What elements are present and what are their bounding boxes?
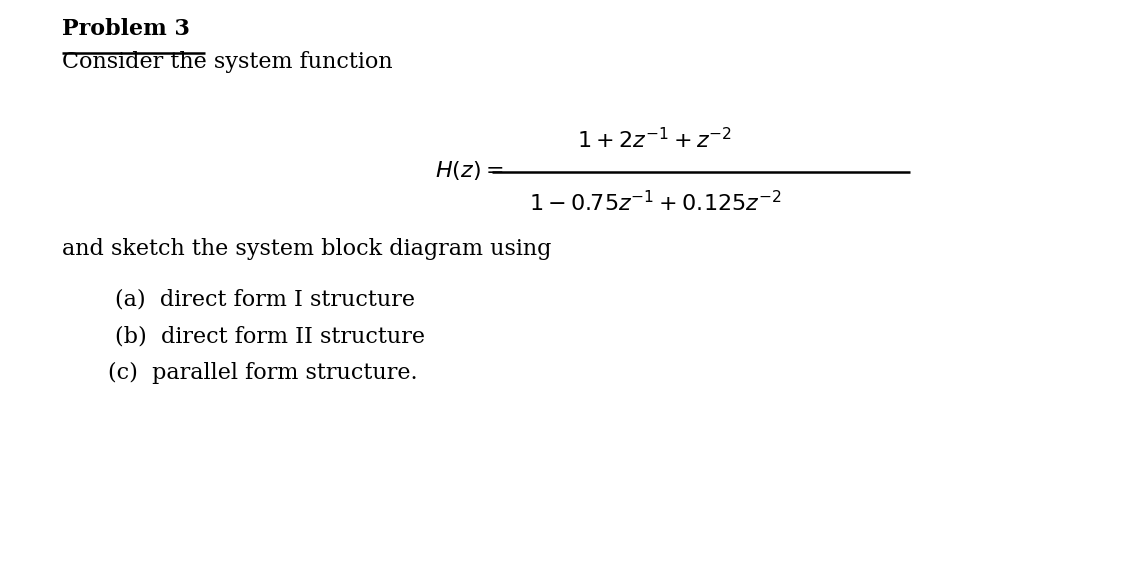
Text: $H(z) =$: $H(z) =$ — [435, 159, 503, 181]
Text: (c)  parallel form structure.: (c) parallel form structure. — [108, 362, 418, 384]
Text: $1 - 0.75z^{-1} + 0.125z^{-2}$: $1 - 0.75z^{-1} + 0.125z^{-2}$ — [528, 190, 782, 216]
Text: and sketch the system block diagram using: and sketch the system block diagram usin… — [62, 238, 551, 260]
Text: Consider the system function: Consider the system function — [62, 51, 393, 73]
Text: $1 + 2z^{-1} + z^{-2}$: $1 + 2z^{-1} + z^{-2}$ — [577, 127, 733, 153]
Text: Problem 3: Problem 3 — [62, 18, 190, 40]
Text: (b)  direct form II structure: (b) direct form II structure — [115, 325, 425, 347]
Text: (a)  direct form I structure: (a) direct form I structure — [115, 288, 415, 310]
